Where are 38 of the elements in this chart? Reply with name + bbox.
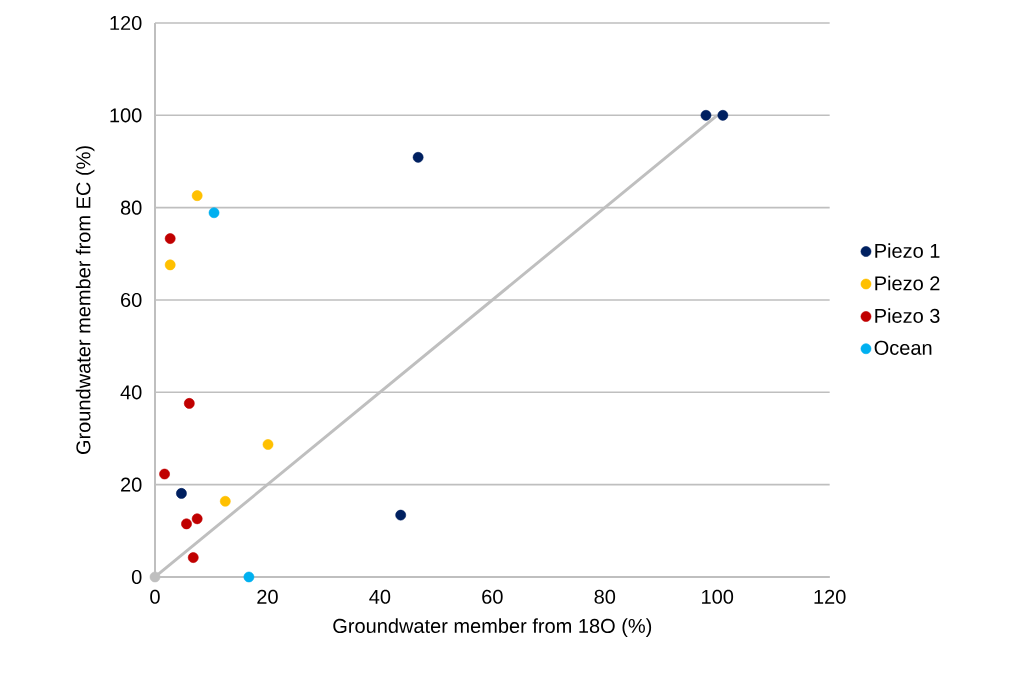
x-tick-label: 0 bbox=[150, 589, 160, 604]
y-tick-label: 0 bbox=[131, 569, 142, 585]
legend-label: Piezo 3 bbox=[875, 308, 940, 323]
point bbox=[243, 571, 255, 583]
y-tick-label: 60 bbox=[121, 292, 142, 308]
y-tick-label: 40 bbox=[120, 385, 142, 400]
point bbox=[262, 439, 274, 450]
y-axis-title: Groundwater member from EC (%) bbox=[75, 146, 95, 455]
x-tick-label: 100 bbox=[702, 589, 734, 604]
legend-label: Piezo 1 bbox=[875, 243, 940, 258]
point bbox=[164, 259, 176, 271]
point bbox=[176, 488, 187, 499]
point bbox=[159, 468, 170, 480]
y-tick-label: 100 bbox=[110, 108, 142, 123]
x-tick-label: 120 bbox=[814, 589, 846, 604]
legend-label: Piezo 2 bbox=[875, 275, 940, 291]
y-tick-label: 80 bbox=[120, 200, 142, 215]
point bbox=[164, 233, 176, 244]
x-tick-label: 20 bbox=[257, 589, 278, 604]
x-tick-label: 60 bbox=[482, 589, 503, 604]
point bbox=[187, 552, 199, 563]
legend-label: Ocean bbox=[874, 340, 932, 355]
point bbox=[149, 571, 161, 583]
x-tick-label: 80 bbox=[594, 589, 616, 604]
point bbox=[181, 518, 192, 530]
x-tick-label: 40 bbox=[369, 589, 391, 604]
point bbox=[219, 495, 231, 507]
point bbox=[191, 190, 203, 201]
point bbox=[412, 151, 424, 163]
point bbox=[700, 109, 712, 121]
y-tick-label: 20 bbox=[121, 477, 142, 492]
point bbox=[717, 109, 729, 121]
y-tick-label: 120 bbox=[110, 15, 142, 31]
point bbox=[208, 207, 220, 219]
point bbox=[395, 509, 407, 521]
x-axis-title: Groundwater member from 18O (%) bbox=[333, 618, 652, 637]
point bbox=[183, 398, 195, 409]
point bbox=[191, 513, 203, 525]
